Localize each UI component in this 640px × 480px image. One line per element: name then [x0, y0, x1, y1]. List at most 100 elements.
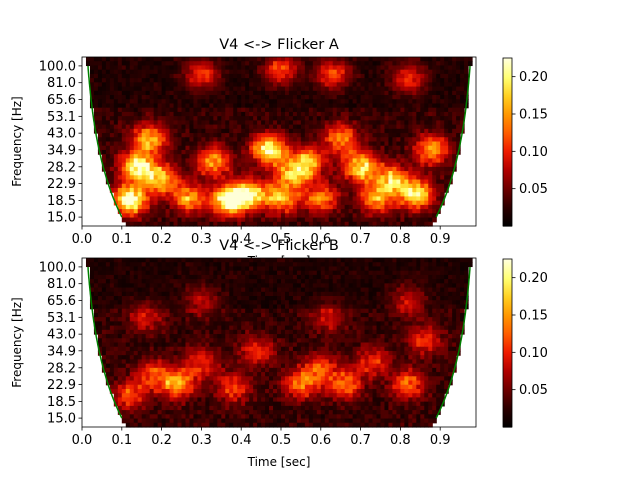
heatmap-cell [280, 166, 286, 172]
heatmap-cell [241, 196, 246, 202]
heatmap-cell [436, 69, 441, 75]
heatmap-cell [348, 95, 354, 100]
heatmap-cell [420, 86, 425, 92]
heatmap-cell [400, 99, 405, 105]
heatmap-cell [320, 175, 326, 181]
heatmap-cell [432, 192, 437, 198]
heatmap-cell [372, 166, 378, 172]
heatmap-cell [277, 175, 282, 181]
heatmap-cell [436, 95, 441, 100]
heatmap-cell [205, 291, 210, 297]
heatmap-cell [149, 204, 155, 210]
heatmap-cell [165, 73, 171, 79]
heatmap-cell [344, 95, 350, 100]
heatmap-cell [113, 171, 119, 176]
heatmap-cell [444, 304, 449, 310]
heatmap-cell [308, 149, 314, 155]
heatmap-cell [209, 287, 214, 293]
heatmap-cell [400, 120, 405, 126]
heatmap-cell [432, 209, 437, 214]
heatmap-cell [356, 166, 362, 172]
heatmap-cell [101, 120, 107, 126]
colorbar-swatch [503, 146, 512, 149]
heatmap-cell [117, 111, 123, 117]
heatmap-cell [416, 209, 421, 214]
heatmap-cell [352, 291, 358, 297]
heatmap-cell [221, 204, 226, 210]
heatmap-cell [328, 217, 334, 223]
heatmap-cell [169, 279, 175, 284]
heatmap-cell [213, 82, 218, 88]
heatmap-cell [308, 107, 314, 113]
heatmap-cell [428, 154, 433, 159]
heatmap-cell [292, 213, 298, 219]
heatmap-cell [300, 221, 306, 227]
heatmap-cell [372, 279, 378, 284]
heatmap-cell [400, 217, 405, 223]
heatmap-cell [265, 149, 270, 155]
heatmap-cell [93, 266, 99, 272]
heatmap-cell [205, 204, 210, 210]
heatmap-cell [133, 95, 139, 100]
heatmap-cell [93, 78, 99, 83]
heatmap-cell [416, 221, 421, 227]
heatmap-cell [197, 308, 202, 314]
heatmap-cell [364, 196, 370, 202]
heatmap-cell [181, 65, 187, 71]
heatmap-cell [213, 304, 218, 310]
heatmap-cell [428, 171, 433, 176]
heatmap-cell [149, 95, 155, 100]
heatmap-cell [241, 73, 246, 79]
heatmap-cell [424, 304, 429, 310]
heatmap-cell [348, 204, 354, 210]
heatmap-cell [153, 116, 159, 121]
heatmap-cell [448, 279, 453, 284]
heatmap-cell [105, 73, 111, 79]
heatmap-cell [412, 179, 417, 185]
heatmap-cell [269, 149, 274, 155]
heatmap-cell [332, 217, 338, 223]
heatmap-cell [460, 279, 465, 284]
heatmap-cell [125, 166, 131, 172]
heatmap-cell [456, 107, 461, 113]
y-axis-label: Frequency [Hz] [10, 96, 24, 187]
heatmap-cell [117, 287, 123, 293]
heatmap-cell [181, 111, 187, 117]
heatmap-cell [93, 304, 99, 310]
heatmap-cell [284, 258, 290, 263]
heatmap-cell [121, 120, 127, 126]
heatmap-cell [300, 296, 306, 301]
heatmap-cell [296, 145, 302, 151]
heatmap-cell [117, 312, 123, 318]
heatmap-cell [129, 95, 135, 100]
heatmap-cell [221, 209, 226, 214]
heatmap-cell [364, 296, 370, 301]
heatmap-cell [165, 217, 171, 223]
heatmap-cell [137, 82, 143, 88]
heatmap-cell [217, 116, 222, 121]
heatmap-cell [412, 258, 417, 263]
heatmap-cell [336, 154, 342, 159]
heatmap-cell [400, 149, 405, 155]
heatmap-cell [137, 291, 143, 297]
heatmap-cell [388, 95, 394, 100]
heatmap-cell [368, 296, 374, 301]
heatmap-cell [400, 196, 405, 202]
heatmap-cell [424, 111, 429, 117]
heatmap-cell [360, 304, 366, 310]
heatmap-cell [392, 192, 397, 198]
heatmap-cell [280, 266, 286, 272]
heatmap-cell [452, 287, 457, 293]
heatmap-cell [105, 258, 111, 263]
heatmap-cell [173, 221, 179, 227]
heatmap-cell [265, 187, 270, 193]
heatmap-cell [153, 204, 159, 210]
heatmap-cell [440, 192, 445, 198]
heatmap-cell [412, 279, 417, 284]
heatmap-cell [384, 209, 390, 214]
heatmap-cell [125, 124, 131, 130]
heatmap-cell [316, 103, 322, 109]
heatmap-cell [432, 217, 437, 223]
heatmap-cell [340, 141, 346, 147]
heatmap-cell [237, 196, 242, 202]
